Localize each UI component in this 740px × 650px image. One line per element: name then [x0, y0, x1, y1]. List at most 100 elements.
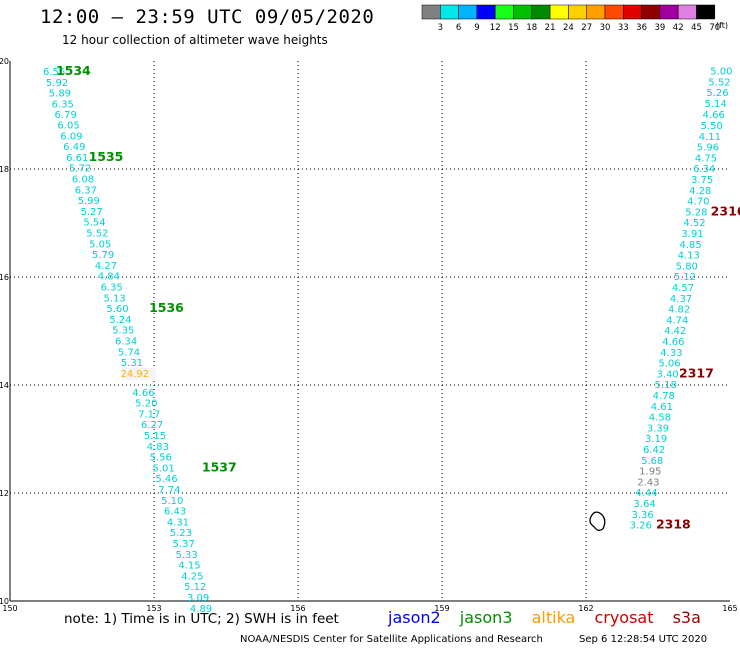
wave-height-label: 5.24 [109, 315, 131, 326]
wave-height-label: 4.58 [649, 413, 671, 424]
scale-label: 42 [673, 23, 684, 33]
wave-height-label: 6.79 [55, 110, 77, 121]
wave-height-label: 4.78 [653, 391, 675, 402]
wave-height-label: 4.70 [687, 197, 709, 208]
wave-height-label: 24.92 [120, 369, 149, 380]
wave-height-label: 4.57 [672, 283, 694, 294]
legend-jason3: jason3 [459, 608, 513, 627]
time-label: 1536 [149, 300, 184, 315]
wave-height-label: 5.60 [106, 304, 128, 315]
scale-label: 36 [636, 23, 647, 33]
wave-height-label: 4.66 [703, 110, 725, 121]
wave-height-label: 7.17 [138, 409, 160, 420]
time-label: 1534 [56, 63, 91, 78]
wave-height-label: 4.85 [680, 240, 702, 251]
wave-height-label: 6.37 [75, 185, 97, 196]
legend-altika: altika [531, 608, 576, 627]
wave-height-label: 5.01 [152, 463, 174, 474]
wave-height-label: 3.40 [656, 369, 678, 380]
wave-height-label: 4.84 [98, 272, 120, 283]
wave-height-label: 6.09 [60, 131, 82, 142]
wave-height-label: 5.74 [118, 347, 140, 358]
wave-height-label: 5.50 [701, 121, 723, 132]
wave-height-label: 5.20 [135, 399, 157, 410]
wave-height-label: 4.75 [695, 153, 717, 164]
wave-height-label: 6.49 [63, 142, 85, 153]
x-tick-label: 156 [290, 604, 305, 613]
scale-label: 15 [508, 23, 519, 33]
wave-height-label: 6.43 [164, 507, 186, 518]
wave-height-label: 4.74 [666, 315, 688, 326]
scale-label: 18 [526, 23, 537, 33]
scale-label: 3 [438, 23, 443, 33]
wave-height-label: 4.83 [147, 442, 169, 453]
x-tick-label: 153 [146, 604, 161, 613]
wave-height-label: 5.35 [112, 326, 134, 337]
wave-height-label: 5.18 [655, 380, 677, 391]
wave-height-label: 5.54 [83, 218, 105, 229]
wave-height-label: 4.28 [689, 186, 711, 197]
wave-height-label: 5.27 [80, 207, 102, 218]
wave-height-label: 5.56 [150, 453, 172, 464]
wave-height-label: 6.42 [643, 445, 665, 456]
wave-height-label: 5.80 [676, 261, 698, 272]
wave-height-label: 6.35 [52, 99, 74, 110]
wave-height-label: 5.68 [641, 456, 663, 467]
wave-height-label: 3.91 [681, 229, 703, 240]
wave-height-label: 4.37 [670, 294, 692, 305]
wave-height-label: 6.61 [66, 153, 88, 164]
footer-timestamp: Sep 6 12:28:54 UTC 2020 [579, 634, 708, 645]
time-label: 2316 [711, 203, 740, 218]
scale-label: 27 [581, 23, 592, 33]
scale-label: 12 [490, 23, 501, 33]
wave-height-label: 5.12 [184, 582, 206, 593]
scale-label: 70 [709, 23, 720, 33]
wave-height-label: 5.37 [173, 539, 195, 550]
y-tick-label: 16 [0, 273, 9, 282]
wave-height-label: 5.79 [92, 250, 114, 261]
scale-label: 33 [618, 23, 629, 33]
wave-height-label: 4.61 [651, 402, 673, 413]
time-label: 1537 [202, 459, 237, 474]
wave-height-label: 5.28 [685, 207, 707, 218]
wave-height-label: 4.11 [699, 132, 721, 143]
scale-label: 21 [545, 23, 556, 33]
wave-height-label: 6.34 [115, 337, 137, 348]
wave-height-label: 7.74 [158, 485, 180, 496]
wave-height-label: 4.42 [664, 326, 686, 337]
wave-height-label: 4.52 [683, 218, 705, 229]
wave-height-label: 5.46 [155, 474, 177, 485]
y-tick-label: 20 [0, 57, 9, 66]
y-tick-label: 10 [0, 597, 9, 606]
wave-height-label: 5.23 [170, 528, 192, 539]
wave-height-label: 6.27 [141, 420, 163, 431]
wave-height-label: 4.13 [678, 251, 700, 262]
wave-height-label: 5.14 [704, 99, 726, 110]
time-label: 1535 [89, 149, 124, 164]
wave-height-label: 4.15 [178, 561, 200, 572]
scale-label: 24 [563, 23, 574, 33]
wave-height-label: 3.39 [647, 423, 669, 434]
wave-height-label: 4.27 [95, 261, 117, 272]
wave-height-label: 4.89 [190, 604, 212, 615]
wave-height-label: 5.12 [674, 272, 696, 283]
wave-height-label: 5.99 [78, 196, 100, 207]
wave-height-label: 5.72 [69, 164, 91, 175]
wave-height-label: 5.13 [104, 293, 126, 304]
x-tick-label: 159 [434, 604, 449, 613]
wave-height-label: 2.43 [637, 477, 659, 488]
wave-height-label: 4.44 [635, 488, 657, 499]
wave-height-label: 3.09 [187, 593, 209, 604]
scale-label: 6 [456, 23, 461, 33]
wave-height-label: 4.33 [660, 348, 682, 359]
wave-height-label: 5.05 [89, 239, 111, 250]
x-tick-label: 150 [2, 604, 17, 613]
time-label: 2318 [656, 517, 691, 532]
wave-height-label: 4.66 [662, 337, 684, 348]
wave-height-label: 3.64 [633, 499, 655, 510]
wave-height-label: 3.19 [645, 434, 667, 445]
x-tick-label: 165 [722, 604, 737, 613]
scale-unit: (ft) [716, 21, 729, 30]
scale-label: 39 [654, 23, 665, 33]
scale-label: 45 [691, 23, 702, 33]
